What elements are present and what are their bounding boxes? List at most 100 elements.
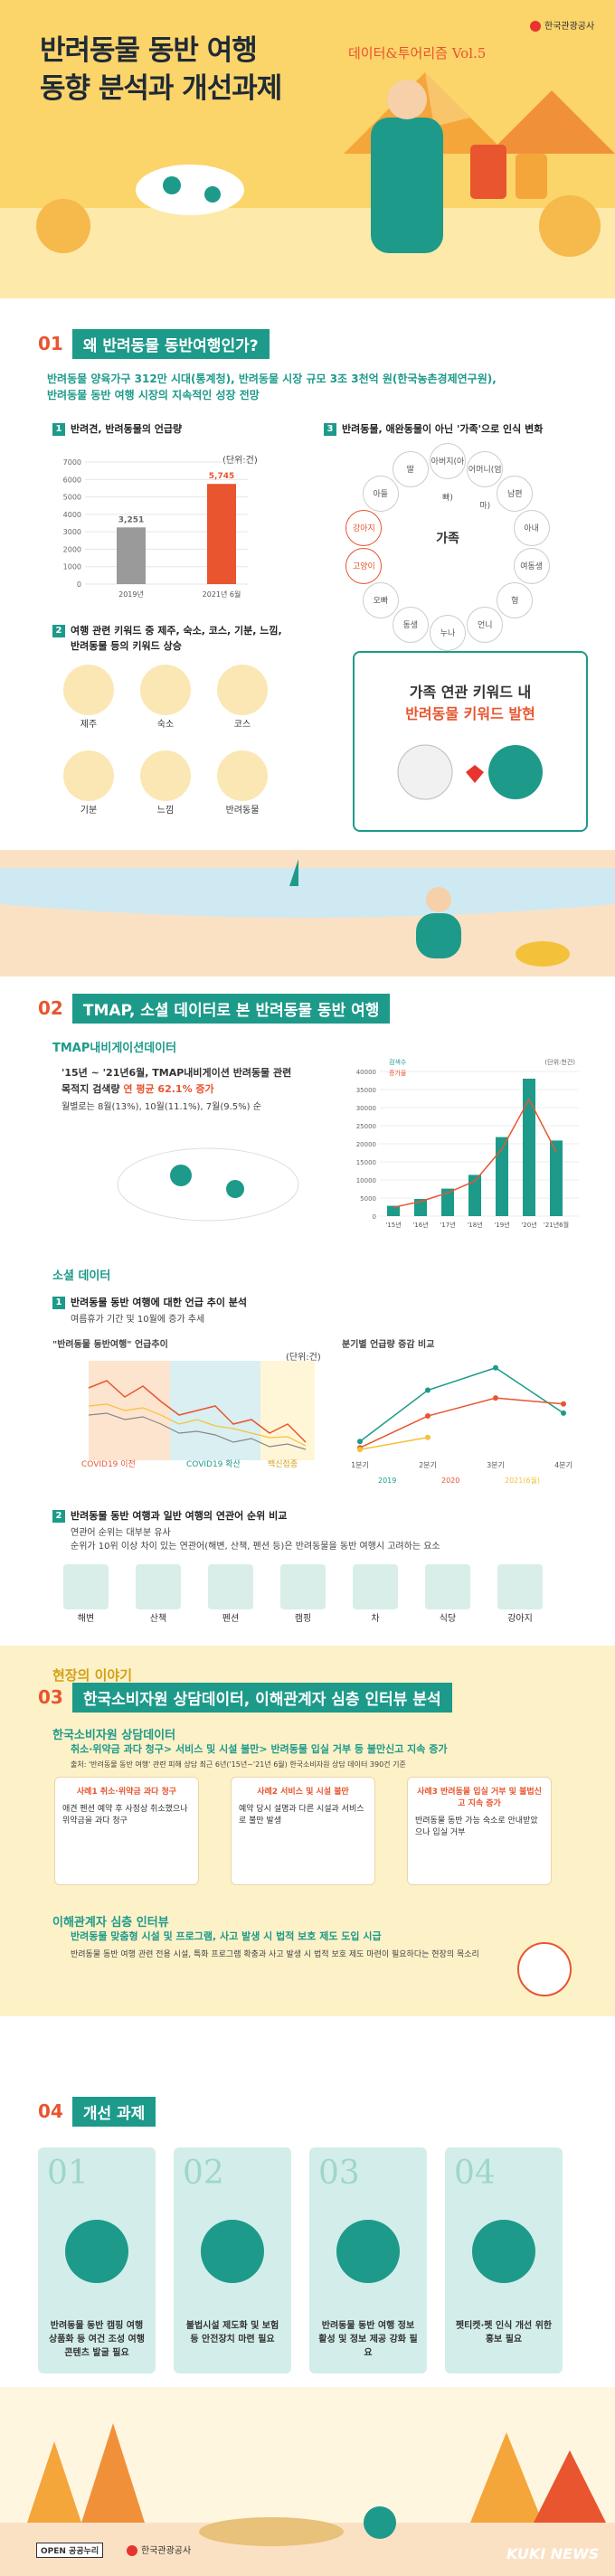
association-icon: 강아지 [497,1564,543,1624]
y-tick-label: 3000 [63,528,81,536]
interview-note: 반려동물 동반 여행 관련 전용 시설, 특화 프로그램 확충과 사고 발생 시… [71,1950,479,1959]
pets-illustration [397,744,543,800]
association-icon: 캠핑 [280,1564,326,1624]
bar [414,1199,427,1216]
family-word: 오빠 [362,582,399,619]
legend-item: 2020 [441,1477,459,1485]
x-tick-label: '17년 [440,1221,455,1229]
tmap-summary: '15년 ~ '21년6월, TMAP내비게이션 반려동물 관련 목적지 검색량… [62,1067,292,1113]
association-label: 산책 [149,1614,167,1624]
x-tick-label: '20년 [521,1221,536,1229]
open-license-badge: OPEN 공공누리 [36,2543,104,2558]
keyword-label: 반려동물 [225,806,260,816]
keyword-badge: 느낌 [140,750,191,816]
family-word: 아들 [362,475,399,512]
unit-label: (단위:천건) [544,1058,575,1066]
y-tick-label: 5000 [360,1195,376,1203]
brand-logo: 한국관광공사 [530,18,594,32]
case-text: 반려동물 동반 가능 숙소로 안내받았으나 입실 거부 [415,1816,538,1837]
series-line [359,1397,564,1448]
legend-item: 검색수 [389,1058,407,1066]
case-title: 사례1 취소·위약금 과다 청구 [76,1788,177,1797]
social1-unit: (단위:건) [286,1353,321,1363]
card-number: 01 [47,2155,89,2192]
card-text: 불법시설 제도화 및 보험 등 안전장치 마련 필요 [185,2321,279,2345]
family-word: 아버지(아빠) [430,443,466,503]
bar [550,1140,563,1216]
x-tick-label: 3분기 [487,1461,505,1469]
improvement-card: 01 반려동물 동반 캠핑 여행 상품화 등 여건 조성 여행 콘텐츠 발굴 필요 [38,2147,156,2373]
y-tick-label: 0 [77,580,81,589]
quarterly-chart-title: 분기별 언급량 증감 비교 [342,1340,435,1350]
family-word: 남편 [497,475,534,512]
period-covid-spread: COVID19 확산 [186,1460,241,1469]
dog-illustration [117,1147,299,1222]
series-line [359,1437,429,1450]
watermark: KUKI NEWS [506,2545,600,2562]
consumer-head: 한국소비자원 상담데이터 [52,1729,176,1742]
card-illustration [65,2220,128,2283]
x-tick-label: '21년6월 [544,1221,569,1229]
keyword-label: 제주 [80,720,98,730]
association-icon: 해변 [63,1564,109,1624]
bar [207,484,236,584]
mention-trend-chart [88,1361,315,1460]
x-tick-label: 4분기 [554,1461,572,1469]
case-text: 예약 당시 설명과 다른 시설과 서비스로 불만 발생 [239,1805,364,1826]
y-tick-label: 2000 [63,545,81,553]
y-tick-label: 20000 [356,1141,376,1148]
mentions-chart: 7000 6000 5000 4000 3000 2000 1000 0 3,251 2019년 5… [63,458,248,599]
association-label: 식당 [439,1614,457,1624]
card-number: 03 [318,2155,360,2192]
association-label: 펜션 [222,1614,240,1624]
series-label: 데이터&투어리즘 Vol.5 [348,45,487,61]
case-quotes: 사례1 취소·위약금 과다 청구 애견 펜션 예약 후 사정상 취소했으나 위약금… [54,1777,579,1894]
bar [441,1188,454,1216]
case-quote: 사례1 취소·위약금 과다 청구 애견 펜션 예약 후 사정상 취소했으나 위약금… [54,1777,199,1885]
improvement-card: 03 반려동물 동반 여행 정보 활성 및 정보 제공 강화 필요 [309,2147,427,2373]
keyword-badge: 코스 [217,665,268,730]
hero-banner: 한국관광공사 반려동물 동반 여행 동향 분석과 개선과제 데이터&투어리즘 V… [0,0,615,298]
quarterly-chart: 2019 2020 2021(6월) 1분기 2분기 3분기 4분기 [351,1364,572,1485]
x-tick-label: 2021년 6월 [203,590,241,599]
x-tick-label: '16년 [412,1221,428,1229]
association-icon: 산책 [136,1564,181,1624]
page-title-line1: 반려동물 동반 여행 [40,34,258,67]
legend-item: 2019 [378,1477,396,1485]
card-text: 반려동물 동반 여행 정보 활성 및 정보 제공 강화 필요 [318,2321,418,2358]
x-tick-label: 2분기 [419,1461,437,1469]
growth-line [393,1098,557,1209]
y-tick-label: 10000 [356,1177,376,1184]
card-illustration [201,2220,264,2283]
y-tick-label: 1000 [63,563,81,571]
x-tick-label: '19년 [494,1221,509,1229]
y-tick-label: 7000 [63,458,81,467]
social2-notes: 연관어 순위는 대부분 유사 순위가 10위 이상 차이 있는 연관어(해변, … [71,1528,440,1552]
bar [387,1205,400,1216]
association-label: 해변 [77,1614,95,1624]
series-line [359,1366,564,1442]
keyword-label: 기분 [80,806,98,816]
family-note-box: 가족 연관 키워드 내 반려동물 키워드 발현 [353,651,588,832]
y-tick-label: 4000 [63,511,81,519]
association-label: 캠핑 [294,1614,312,1624]
bar [523,1079,535,1216]
footer-logo: 한국관광공사 [127,2543,191,2556]
period-vaccine: 백신접종 [268,1460,298,1469]
hero-illustration [0,72,615,298]
case-title: 사례3 반려동물 입실 거부 및 불법신고 지속 증가 [417,1788,542,1808]
section2-header: 02 TMAP, 소셜 데이터로 본 반려동물 동반 여행 [38,993,391,1024]
consumer-note: 출처: '반려동물 동반 여행' 관련 피해 상담 최근 6년('15년~'21… [71,1760,406,1769]
section3-pre: 현장의 이야기 [52,1667,133,1684]
association-label: 강아지 [507,1614,533,1624]
social2-title: 2 반려동물 동반 여행과 일반 여행의 연관어 순위 비교 [52,1508,287,1523]
family-word: 누나 [430,615,466,651]
tmap-chart: 40000 35000 30000 25000 20000 15000 10000 5000 0… [356,1058,579,1229]
panel3-title: 3 반려동물, 애완동물이 아닌 '가족'으로 인식 변화 [324,421,543,436]
keyword-badge: 숙소 [140,665,191,730]
card-illustration [336,2220,400,2283]
period-covid-before: COVID19 이전 [81,1460,136,1469]
card-illustration [472,2220,535,2283]
family-word: 여동생 [513,548,550,585]
